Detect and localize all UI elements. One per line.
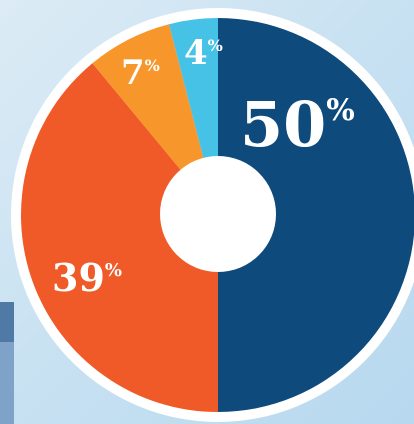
donut-hole xyxy=(160,156,276,272)
slice-label-2: 7% xyxy=(121,53,160,93)
background-photo-sky xyxy=(0,302,14,342)
slice-label-1: 39% xyxy=(52,255,122,300)
pie-slice-0 xyxy=(218,18,414,412)
slice-label-0: 50% xyxy=(240,88,355,161)
donut-slices xyxy=(20,18,414,412)
pie-slice-1 xyxy=(20,63,218,412)
slice-label-3: 4% xyxy=(184,33,223,73)
